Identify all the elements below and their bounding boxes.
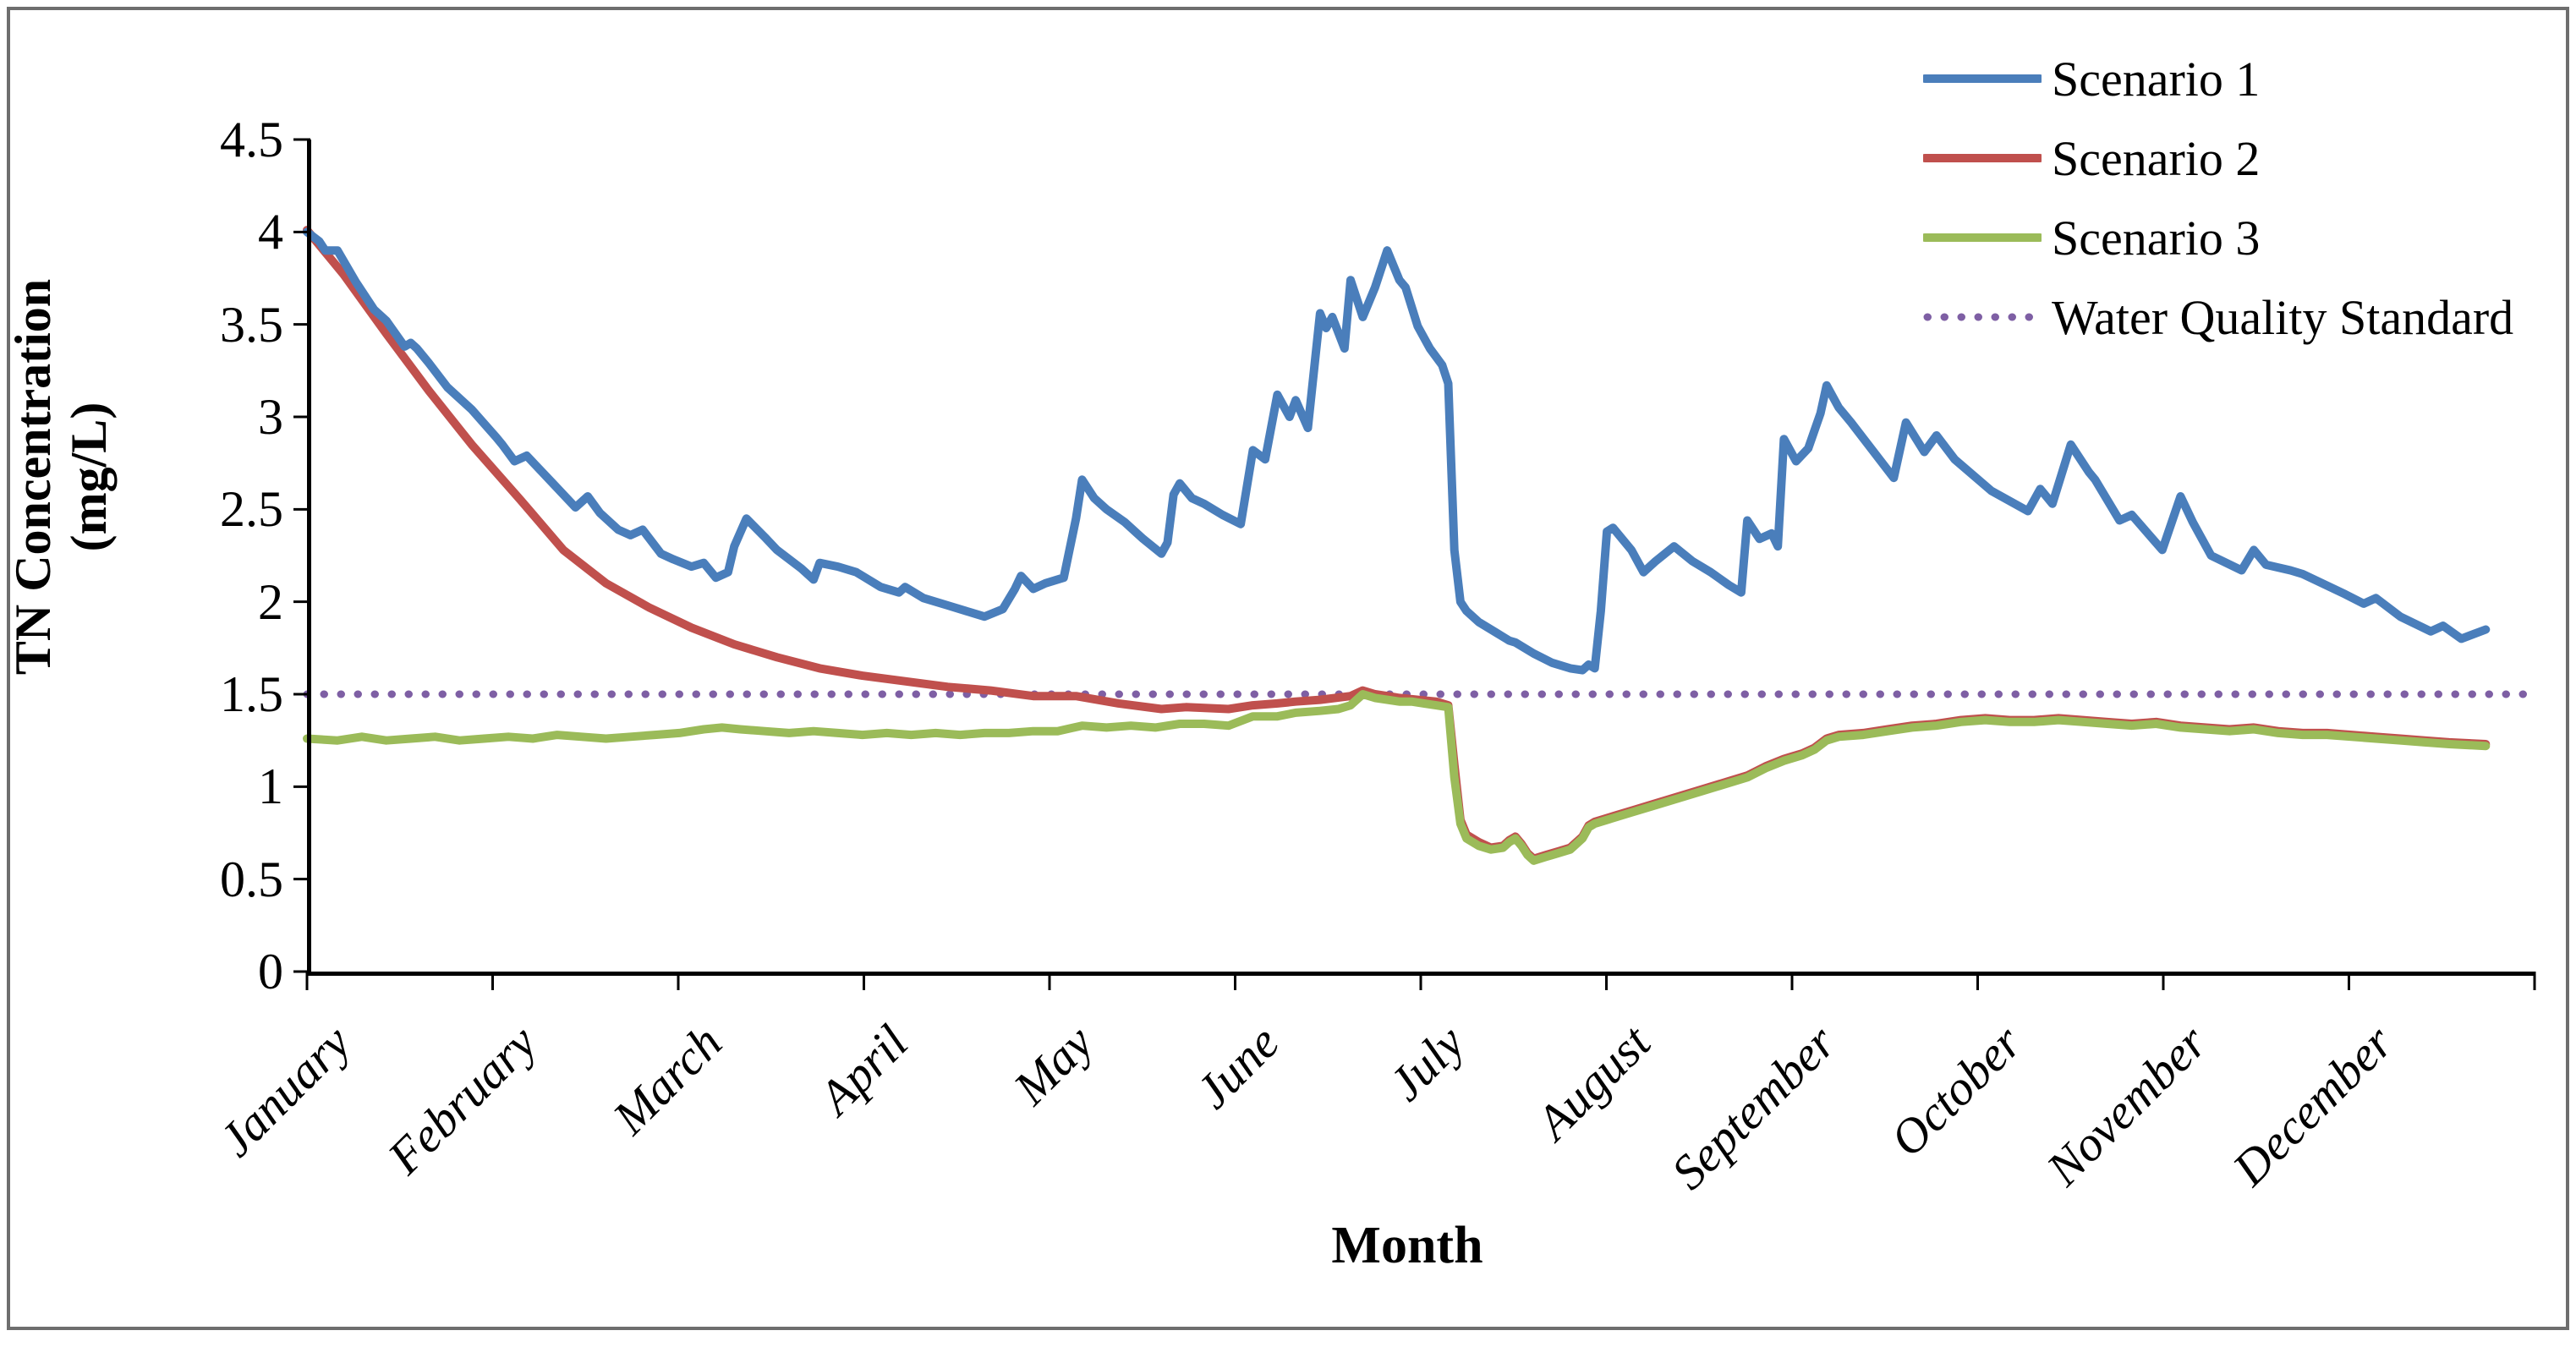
legend-item-water-quality-standard: Water Quality Standard — [1923, 289, 2513, 345]
y-axis-title-line1: TN Concentration — [5, 278, 61, 676]
legend-label-scenario-1: Scenario 1 — [2052, 51, 2261, 107]
y-axis-title: TN Concentration (mg/L) — [5, 206, 117, 747]
legend-item-scenario-3: Scenario 3 — [1923, 210, 2513, 266]
scenario-1-line-swatch — [1923, 74, 2042, 83]
y-axis-ticks — [293, 138, 310, 973]
legend-item-scenario-1: Scenario 1 — [1923, 51, 2513, 107]
scenario-3-line-swatch — [1923, 233, 2042, 242]
y-tick-label: 3 — [258, 389, 283, 445]
y-axis-title-line2: (mg/L) — [61, 402, 117, 552]
y-tick-label: 3.5 — [220, 296, 283, 353]
y-tick-label: 2.5 — [220, 481, 283, 538]
axes — [293, 138, 2536, 990]
scenario-3-line — [303, 690, 2491, 865]
y-tick-label: 2 — [258, 573, 283, 630]
scenario-2-line-swatch — [1923, 154, 2042, 162]
y-tick-label: 1 — [258, 758, 283, 815]
y-tick-label: 0 — [258, 944, 283, 999]
series-lines — [303, 226, 2539, 865]
y-tick-label: 0.5 — [220, 851, 283, 907]
y-tick-label: 1.5 — [220, 666, 283, 722]
x-axis-ticks — [305, 972, 2536, 990]
y-tick-label: 4 — [258, 204, 283, 260]
water-quality-standard-dotted-swatch — [1923, 313, 2042, 321]
legend-label-scenario-2: Scenario 2 — [2052, 130, 2261, 186]
x-axis-title: Month — [1331, 1217, 1483, 1274]
legend-label-water-quality-standard: Water Quality Standard — [2052, 289, 2514, 345]
legend-label-scenario-3: Scenario 3 — [2052, 210, 2261, 266]
scenario-1-line — [303, 227, 2491, 675]
y-tick-label: 4.5 — [220, 112, 283, 167]
legend-item-scenario-2: Scenario 2 — [1923, 130, 2513, 186]
legend: Scenario 1 Scenario 2 Scenario 3 Water Q… — [1923, 51, 2513, 369]
